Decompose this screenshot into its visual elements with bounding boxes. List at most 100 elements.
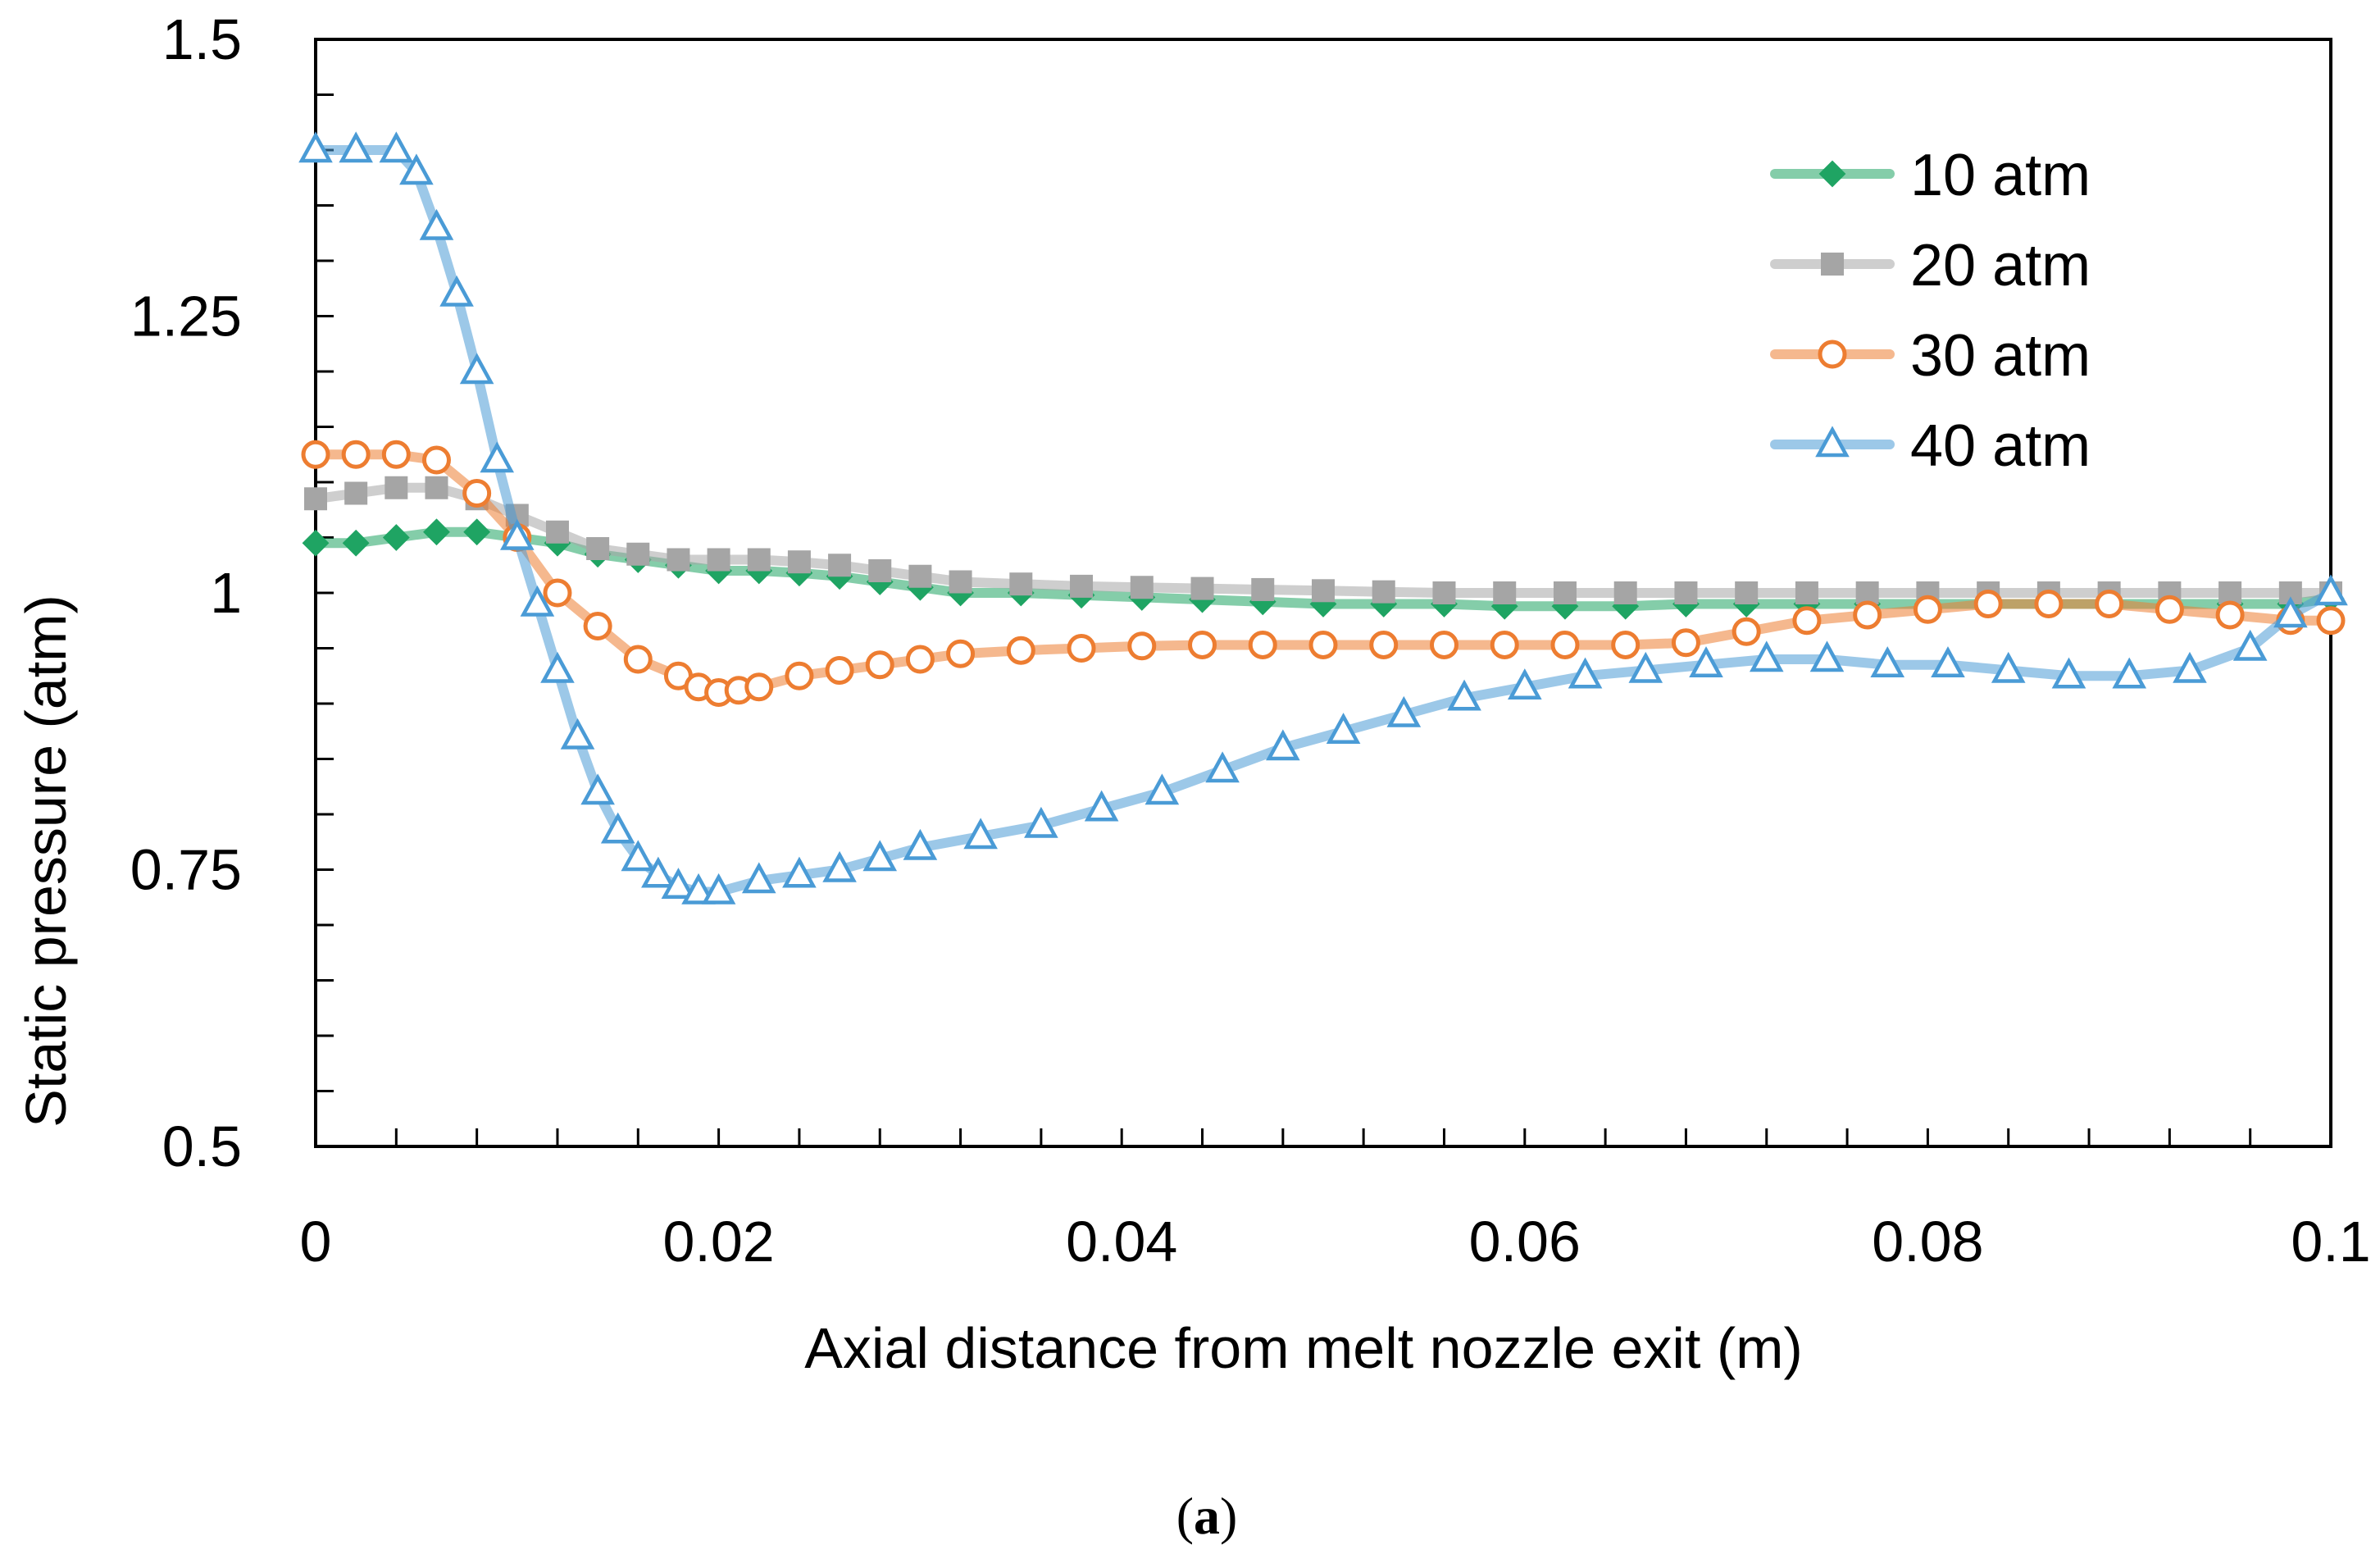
data-point xyxy=(540,651,575,683)
data-point xyxy=(1024,806,1058,838)
data-point xyxy=(1070,574,1094,598)
legend-marker xyxy=(1818,339,1847,369)
x-axis-title: Axial distance from melt nozzle exit (m) xyxy=(804,1316,1803,1380)
data-point xyxy=(828,554,852,577)
data-point xyxy=(626,542,650,566)
data-point xyxy=(1188,630,1217,659)
data-point xyxy=(1006,636,1035,665)
data-point xyxy=(462,479,492,508)
data-point xyxy=(949,570,972,594)
data-point xyxy=(1266,729,1300,761)
data-point xyxy=(2155,595,2184,624)
y-tick-label: 1 xyxy=(210,561,242,625)
data-point xyxy=(1369,630,1399,659)
data-point xyxy=(1009,572,1033,596)
series-layer xyxy=(298,131,2348,905)
legend: 10 atm 20 atm 30 atm 40 atm xyxy=(1770,143,2091,479)
data-point xyxy=(583,612,612,640)
data-point xyxy=(344,481,368,505)
data-point xyxy=(545,520,569,544)
y-tick-label: 1.25 xyxy=(130,285,242,349)
data-point xyxy=(2051,657,2086,689)
x-tick-label: 0.1 xyxy=(2291,1210,2370,1274)
data-point xyxy=(747,548,771,572)
data-point xyxy=(1386,695,1422,727)
data-point xyxy=(480,441,515,473)
legend-marker xyxy=(1821,253,1844,276)
data-point xyxy=(1613,581,1637,604)
data-point xyxy=(1326,713,1361,744)
legend-entry: 30 atm xyxy=(1770,323,2091,389)
data-point xyxy=(1689,646,1723,677)
data-point xyxy=(1447,679,1481,711)
legend-entry: 40 atm xyxy=(1770,413,2091,479)
x-tick-label: 0.02 xyxy=(662,1210,774,1274)
data-point xyxy=(1671,628,1700,658)
data-point xyxy=(2215,600,2245,630)
data-point xyxy=(399,153,434,185)
data-point xyxy=(1127,631,1157,661)
data-point xyxy=(1628,651,1663,683)
data-point xyxy=(1732,617,1761,646)
x-tick-label: 0.04 xyxy=(1066,1210,1177,1274)
axes: 0.5 0.75 1 1.25 1.5 0 0.02 0.04 0.06 0.08 0.1 xyxy=(130,7,2371,1274)
data-point xyxy=(1568,657,1603,689)
y-tick-label: 0.5 xyxy=(162,1114,242,1178)
data-point xyxy=(1553,581,1577,604)
data-point xyxy=(903,828,938,860)
data-point xyxy=(946,639,976,668)
figure-caption: (a) xyxy=(1176,1487,1238,1545)
data-point xyxy=(1251,577,1275,601)
data-point xyxy=(661,868,696,899)
data-point xyxy=(301,440,330,469)
x-tick-label: 0 xyxy=(300,1210,332,1274)
data-point xyxy=(423,518,450,546)
data-point xyxy=(782,856,817,888)
data-point xyxy=(905,645,935,674)
data-point xyxy=(379,131,414,163)
data-point xyxy=(741,862,776,894)
data-point xyxy=(586,537,610,560)
y-axis-title: Static pressure (atm) xyxy=(14,595,78,1128)
data-point xyxy=(1130,576,1154,599)
legend-entry: 20 atm xyxy=(1770,233,2091,298)
data-point xyxy=(1205,751,1240,783)
data-point xyxy=(385,476,408,499)
data-point xyxy=(2112,657,2146,689)
data-point xyxy=(2316,606,2346,636)
data-point xyxy=(862,840,898,872)
data-point xyxy=(1493,581,1517,604)
data-point xyxy=(623,645,653,674)
data-point xyxy=(1611,630,1641,659)
data-point xyxy=(963,818,998,850)
legend-label: 10 atm xyxy=(1910,143,2091,208)
data-point xyxy=(1973,590,2003,618)
data-point xyxy=(1749,640,1784,672)
data-point xyxy=(667,548,690,572)
data-point xyxy=(621,840,656,872)
data-point xyxy=(1508,668,1542,699)
legend-entry: 10 atm xyxy=(1770,143,2091,208)
data-point xyxy=(1432,581,1456,604)
data-point xyxy=(298,131,333,163)
data-point xyxy=(1931,646,1965,677)
data-point xyxy=(425,476,448,499)
data-point xyxy=(825,656,854,685)
data-point xyxy=(1853,600,1882,630)
series-20-atm xyxy=(304,476,2342,604)
legend-marker xyxy=(1818,160,1846,188)
data-point xyxy=(1809,640,1845,672)
data-point xyxy=(304,487,327,511)
data-point xyxy=(865,650,894,680)
data-point xyxy=(1248,630,1277,659)
data-point xyxy=(560,718,595,750)
data-point xyxy=(339,131,373,163)
data-point xyxy=(500,518,535,550)
data-point xyxy=(1674,581,1698,604)
series-line xyxy=(311,482,2336,598)
data-point xyxy=(868,559,892,582)
data-point xyxy=(681,873,716,905)
data-point xyxy=(1792,606,1822,636)
data-point xyxy=(2273,596,2308,628)
